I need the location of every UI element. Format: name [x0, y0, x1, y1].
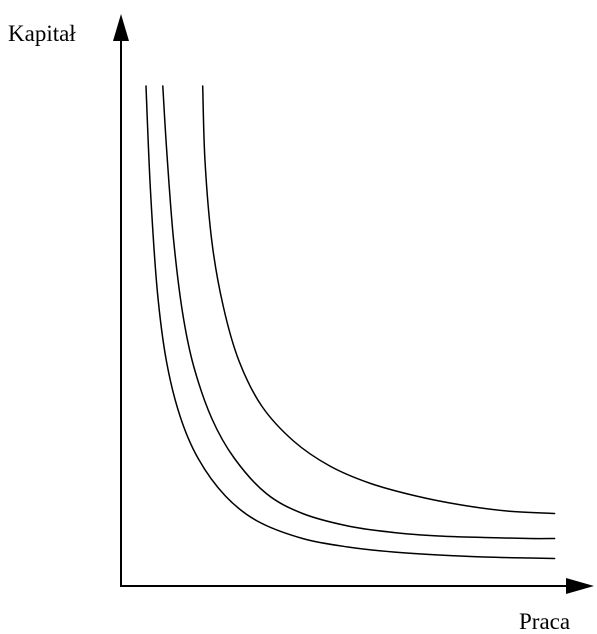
y-axis-label: Kapitał [8, 21, 76, 46]
isoquant-curve-2 [162, 85, 556, 540]
y-axis-arrow-icon [113, 14, 129, 41]
series-layer [145, 85, 556, 560]
x-axis-arrow-icon [566, 578, 594, 594]
x-axis-label: Praca [519, 609, 570, 634]
isoquant-curve-3 [201, 85, 556, 515]
isoquant-curve-1 [145, 85, 556, 560]
